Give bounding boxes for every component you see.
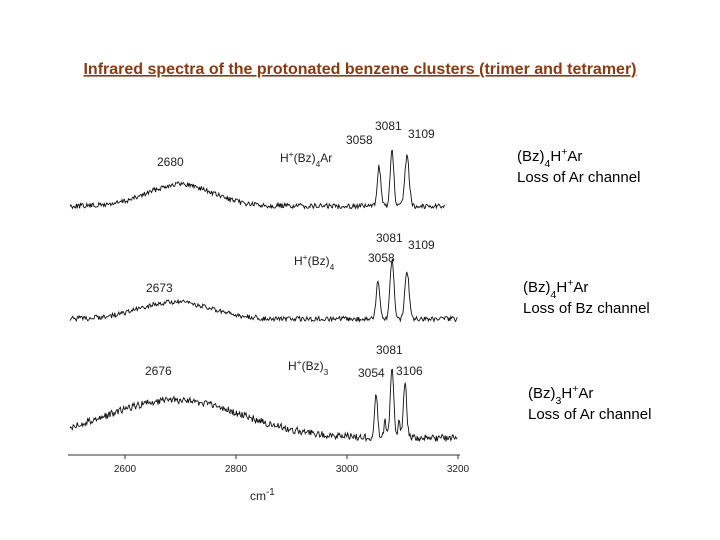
species-label: (Bz)3H+Ar xyxy=(528,383,593,407)
text-run: 2680 xyxy=(157,155,184,169)
text-run: 3081 xyxy=(376,231,403,245)
peak-label: 3058 xyxy=(368,251,395,265)
superscript: -1 xyxy=(266,487,275,498)
peak-label: 3081 xyxy=(376,231,403,245)
text-run: H xyxy=(288,359,297,373)
text-run: Ar xyxy=(567,148,582,165)
text-run: H xyxy=(294,254,303,268)
superscript: + xyxy=(561,146,567,158)
peak-label: 3109 xyxy=(408,127,435,141)
text-run: H xyxy=(561,385,572,402)
species-label: (Bz)4H+Ar xyxy=(517,146,582,170)
text-run: 3109 xyxy=(408,238,435,252)
peak-label: 3106 xyxy=(396,364,423,378)
text-run: 3106 xyxy=(396,364,423,378)
channel-label: Loss of Bz channel xyxy=(523,300,650,317)
text-run: 2676 xyxy=(145,364,172,378)
text-run: (Bz) xyxy=(528,385,556,402)
axis-unit: cm-1 xyxy=(250,487,275,504)
x-tick-label: 2800 xyxy=(225,464,248,475)
text-run: 2673 xyxy=(146,281,173,295)
text-run: 3058 xyxy=(368,251,395,265)
superscript: + xyxy=(567,277,573,289)
text-run: Ar xyxy=(573,279,588,296)
x-tick-label: 3200 xyxy=(447,464,470,475)
species-label: (Bz)4H+Ar xyxy=(523,277,588,301)
channel-label: Loss of Ar channel xyxy=(528,406,651,423)
spectrum-trace xyxy=(69,368,458,443)
text-run: cm xyxy=(250,489,266,503)
peak-label: 2680 xyxy=(157,155,184,169)
peak-label: 3109 xyxy=(408,238,435,252)
text-run: 3081 xyxy=(375,119,402,133)
text-run: Ar xyxy=(578,385,593,402)
text-run: Ar xyxy=(320,151,332,165)
text-run: H xyxy=(280,151,289,165)
peak-label: 3058 xyxy=(346,133,373,147)
channel-label: Loss of Ar channel xyxy=(517,169,640,186)
subscript: 4 xyxy=(551,289,557,301)
superscript: + xyxy=(572,383,578,395)
peak-label: 3081 xyxy=(375,119,402,133)
spectrum-trace xyxy=(69,259,458,323)
text-run: H xyxy=(550,148,561,165)
x-tick-label: 2600 xyxy=(114,464,137,475)
superscript: + xyxy=(303,252,308,262)
subscript: 3 xyxy=(324,367,329,377)
text-run: 3081 xyxy=(376,343,403,357)
subscript: 3 xyxy=(556,395,562,407)
text-run: (Bz) xyxy=(523,279,551,296)
peak-label: H+(Bz)3 xyxy=(288,357,329,377)
text-run: (Bz) xyxy=(308,254,330,268)
peak-label: 3081 xyxy=(376,343,403,357)
text-run: 3109 xyxy=(408,127,435,141)
text-run: (Bz) xyxy=(302,359,324,373)
peak-label: H+(Bz)4 xyxy=(294,252,335,272)
peak-label: 2676 xyxy=(145,364,172,378)
superscript: + xyxy=(289,149,294,159)
subscript: 4 xyxy=(545,158,551,170)
peak-label: 3054 xyxy=(358,366,385,380)
spectrum-trace xyxy=(69,149,445,211)
x-tick-label: 3000 xyxy=(336,464,359,475)
subscript: 4 xyxy=(330,262,335,272)
text-run: (Bz) xyxy=(517,148,545,165)
peak-label: H+(Bz)4Ar xyxy=(280,149,332,169)
text-run: (Bz) xyxy=(294,151,316,165)
superscript: + xyxy=(297,357,302,367)
slide-title: Infrared spectra of the protonated benze… xyxy=(83,61,636,78)
text-run: 3058 xyxy=(346,133,373,147)
text-run: 3054 xyxy=(358,366,385,380)
subscript: 4 xyxy=(316,159,321,169)
text-run: H xyxy=(556,279,567,296)
peak-label: 2673 xyxy=(146,281,173,295)
